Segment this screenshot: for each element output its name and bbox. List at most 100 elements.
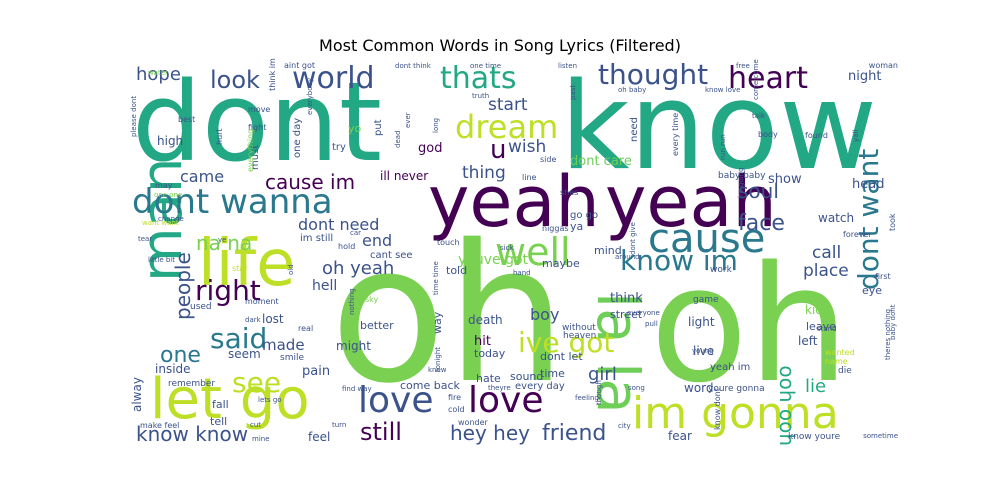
word-woman-155: woman (869, 61, 898, 70)
word-around-166: around (615, 253, 640, 261)
word-city-175: city (618, 422, 631, 430)
word-go-go-97: go go (570, 210, 598, 221)
word-lets-go-181: lets go (258, 396, 282, 404)
word-wish-46: wish (508, 137, 546, 157)
word-long-149: long (432, 118, 440, 133)
word-moment-129: moment (245, 297, 279, 306)
word-must-102: must (250, 145, 261, 170)
word-oh-yeah-40: oh yeah (322, 258, 394, 279)
word-free-153: free (736, 62, 750, 70)
word-ooh-ooh-37: ooh ooh (775, 365, 799, 446)
word-knew-197: knew (428, 366, 447, 374)
word-everyone-178: everyone (627, 309, 660, 317)
word-sound-91: sound (510, 370, 543, 383)
word-might-88: might (336, 339, 371, 353)
word-hold-127: hold (338, 242, 355, 251)
word-little-bit-188: little bit (148, 256, 175, 264)
word-dont-give-201: dont give (629, 222, 637, 255)
word-light-67: light (688, 315, 715, 329)
word-pull-177: pull (645, 320, 658, 328)
word-forever-125: forever (843, 230, 872, 239)
word-everything-141: everything (246, 129, 255, 172)
word-water-142: water (148, 69, 168, 77)
word-im-going-200: im going (737, 167, 745, 198)
word-start-44: start (488, 95, 528, 115)
word-yall-202: yall (852, 130, 860, 142)
word-ya-98: ya (570, 220, 583, 233)
word-high-82: high (157, 134, 183, 148)
word-dark-191: dark (245, 316, 262, 324)
word-one-34: one (160, 343, 201, 368)
word-yeah-4: yeah (428, 161, 600, 243)
word-heaven-117: heaven (563, 331, 596, 341)
word-know-1: know (560, 58, 877, 197)
word-pain-61: pain (302, 364, 330, 379)
word-found-158: found (805, 131, 828, 140)
word-hit-65: hit (474, 334, 491, 349)
word-seem-79: seem (228, 347, 261, 361)
word-told-83: told (446, 264, 467, 277)
word-know-love-152: know love (705, 86, 740, 94)
word-street-87: street (610, 308, 643, 321)
word-god-63: god (418, 141, 442, 156)
word-im-gonna-10: im gonna (632, 388, 839, 439)
word-old-192: old (287, 264, 295, 275)
word-dont-need-51: dont need (298, 215, 379, 234)
word-lie-42: lie (805, 376, 826, 397)
word-took-185: took (888, 213, 897, 231)
word-every-day-95: every day (515, 381, 565, 392)
word-see-25: see (232, 366, 281, 399)
word-want-want-133: want want (142, 219, 179, 227)
word-came-49: came (180, 167, 224, 186)
word-made-52: made (262, 336, 305, 354)
word-find-way-169: find way (342, 385, 372, 393)
word-think-im-144: think im (268, 58, 277, 91)
word-smile-109: smile (280, 353, 304, 363)
word-dont-want-21: dont want (852, 149, 885, 290)
word-today-89: today (474, 347, 506, 360)
word-die-121: die (838, 366, 852, 376)
word-death-66: death (468, 313, 503, 327)
word-yo-99: yo (348, 122, 362, 135)
word-la-la-9: la la (584, 292, 652, 414)
word-wonder-114: wonder (458, 418, 489, 427)
word-without-118: without (562, 323, 596, 333)
word-let-go-8: let go (150, 367, 310, 432)
word-people-35: people (171, 252, 195, 320)
word-know-youre-112: know youre (788, 432, 841, 442)
word-hate-92: hate (476, 372, 501, 385)
word-work-119: work (710, 265, 733, 275)
word-niggas-165: niggas (542, 224, 569, 233)
word-life-6: life (198, 227, 295, 301)
word-heart-18: heart (728, 61, 808, 96)
word-truth-148: truth (472, 92, 489, 100)
word-love-15: love (468, 380, 543, 421)
word-left-69: left (798, 334, 818, 348)
word-better-90: better (360, 319, 394, 332)
word-young-176: young (692, 347, 714, 355)
word-world-19: world (292, 61, 375, 96)
word-body-157: body (758, 130, 778, 139)
word-ye-190: ye (218, 236, 226, 244)
word-cant-see-105: cant see (370, 250, 413, 261)
word-way-96: way (431, 311, 444, 334)
word-car-168: car (350, 229, 361, 237)
word-think-64: think (610, 291, 643, 306)
word-lost-81: lost (262, 312, 284, 326)
word-night-59: night (848, 69, 881, 84)
word-boy-53: boy (530, 305, 559, 324)
word-one-time-146: one time (470, 62, 501, 70)
word-dont-0: dont (132, 58, 382, 186)
word-talk-156: talk (752, 112, 766, 120)
word-oh-2: oh (330, 204, 567, 425)
word-theres-nothing-187: theres nothing (884, 309, 892, 360)
word-need-104: need (629, 117, 640, 142)
word-stand-180: stand (817, 325, 837, 333)
word-hey-hey-39: hey hey (450, 421, 530, 445)
word-dont-let-94: dont let (540, 350, 583, 363)
word-cause-11: cause (648, 216, 765, 262)
word-one-day-101: one day (292, 118, 303, 158)
word-leave-71: leave (806, 320, 836, 333)
word-know-im-22: know im (620, 244, 738, 277)
